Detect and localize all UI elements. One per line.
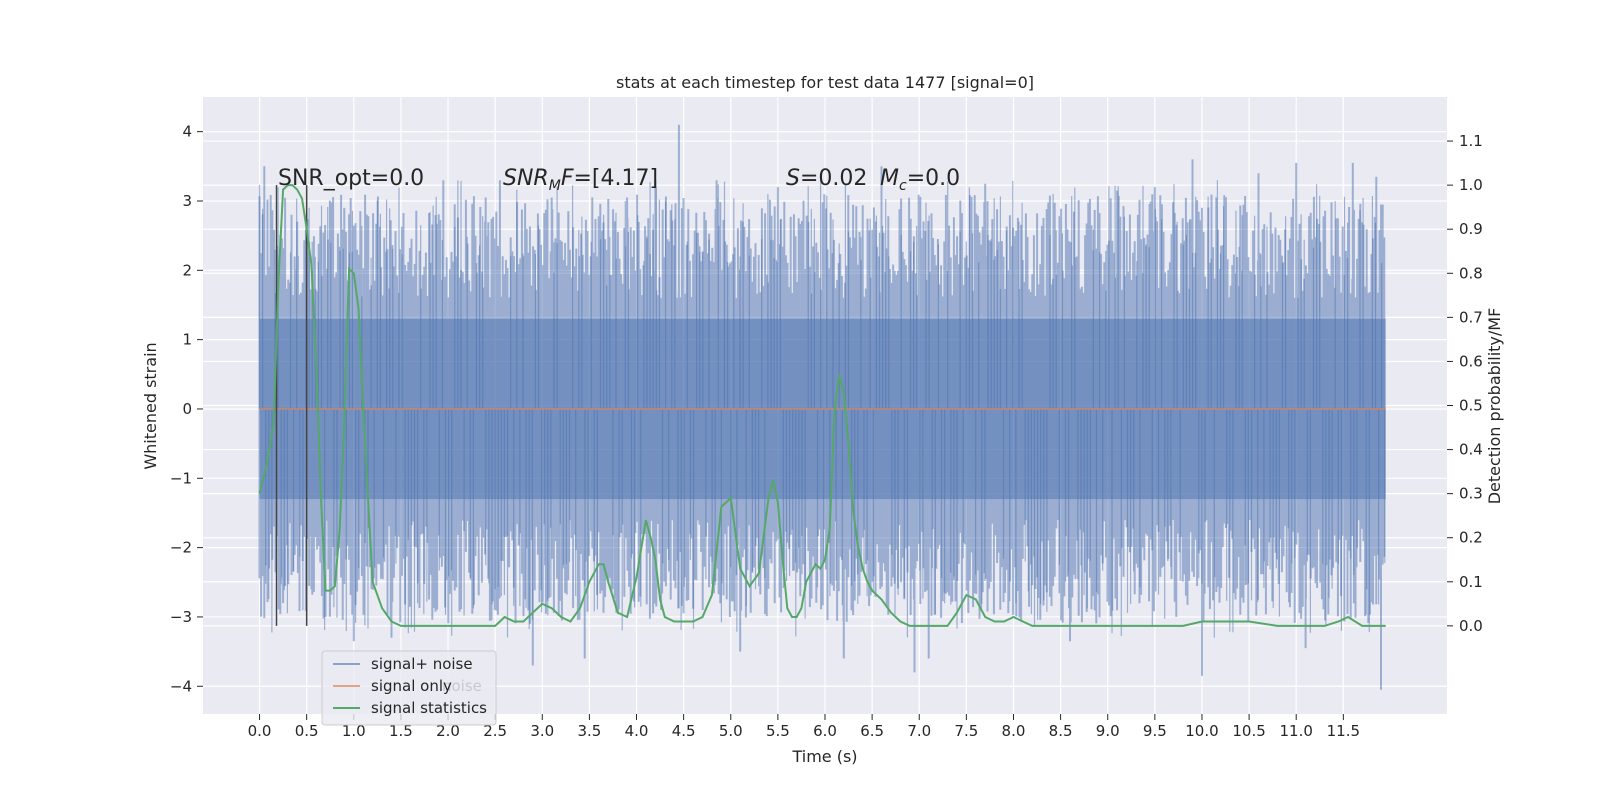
y-right-tick-label: 0.5 <box>1459 397 1483 415</box>
annotation-snr-mf: SNRMF=[4.17] <box>503 166 658 194</box>
y-right-tick-label: 0.4 <box>1459 441 1483 459</box>
y-right-tick-label: 0.3 <box>1459 485 1483 503</box>
y-right-tick-label: 0.6 <box>1459 352 1483 370</box>
x-tick-label: 0.0 <box>248 722 272 740</box>
y-tick-label: 0 <box>182 400 192 418</box>
x-tick-label: 6.5 <box>860 722 884 740</box>
legend-label-signal-noise: signal+ noise <box>371 655 473 673</box>
vertical-markers <box>275 185 308 626</box>
x-tick-label: 3.5 <box>577 722 601 740</box>
x-axis-label: Time (s) <box>791 747 857 766</box>
x-tick-label: 0.5 <box>295 722 319 740</box>
x-tick-label: 4.5 <box>672 722 696 740</box>
x-tick-label: 1.5 <box>389 722 413 740</box>
y-tick-label: 4 <box>182 123 192 141</box>
x-tick-label: 9.0 <box>1096 722 1120 740</box>
y-right-axis-ticks: 1.1 1.0 0.9 0.8 0.7 0.6 0.5 0.4 0.3 0.2 0.1 0.0 <box>1447 132 1483 635</box>
x-tick-label: 11.5 <box>1327 722 1360 740</box>
x-tick-label: 8.5 <box>1049 722 1073 740</box>
x-tick-label: 4.0 <box>625 722 649 740</box>
x-axis-ticks: 0.0 0.5 1.0 1.5 2.0 2.5 3.0 3.5 4.0 4.5 5.0 5.5 6.0 6… <box>248 714 1360 740</box>
y-tick-label: −4 <box>170 677 192 695</box>
legend-ghost-text: noise <box>442 677 482 695</box>
x-tick-label: 10.5 <box>1232 722 1265 740</box>
legend-box <box>321 650 497 726</box>
y-right-tick-label: 0.0 <box>1459 617 1483 635</box>
x-tick-label: 2.5 <box>483 722 507 740</box>
annotation-snr-mf-value: =[4.17] <box>573 166 658 191</box>
annotation-s-value-text: =0.02 <box>800 166 867 191</box>
y-tick-label: −2 <box>170 539 192 557</box>
x-tick-label: 5.0 <box>719 722 743 740</box>
legend-label-signal-only: signal only <box>371 677 452 695</box>
y-right-axis-label: Detection probability/MF <box>1485 308 1504 505</box>
y-right-tick-label: 0.9 <box>1459 220 1483 238</box>
noise-fine-trace <box>258 180 1386 638</box>
annotation-snr-opt: SNR_opt=0.0 <box>278 166 424 191</box>
signal-statistics-line <box>258 184 1386 627</box>
y-tick-label: 1 <box>182 331 192 349</box>
legend-label-signal-statistics: signal statistics <box>371 699 487 717</box>
x-tick-label: 1.0 <box>342 722 366 740</box>
y-axis-label: Whitened strain <box>141 342 160 469</box>
y-right-tick-label: 0.7 <box>1459 308 1483 326</box>
annotation-mc-value-text: =0.0 <box>907 166 960 191</box>
x-tick-label: 9.5 <box>1143 722 1167 740</box>
legend: noise signal+ noise signal only signal s… <box>321 650 497 726</box>
y-tick-label: 3 <box>182 192 192 210</box>
x-tick-label: 11.0 <box>1280 722 1313 740</box>
y-right-tick-label: 1.0 <box>1459 176 1483 194</box>
y-tick-label: 2 <box>182 261 192 279</box>
y-axis-ticks: 4 3 2 1 0 −1 −2 −3 −4 <box>170 123 203 695</box>
chart-title: stats at each timestep for test data 147… <box>616 73 1034 92</box>
x-tick-label: 2.0 <box>436 722 460 740</box>
y-right-tick-label: 1.1 <box>1459 132 1483 150</box>
annotation-s-value: S=0.02 <box>786 166 867 191</box>
x-tick-label: 8.0 <box>1002 722 1026 740</box>
x-tick-label: 6.0 <box>813 722 837 740</box>
x-tick-label: 5.5 <box>766 722 790 740</box>
x-tick-label: 7.0 <box>907 722 931 740</box>
y-right-tick-label: 0.2 <box>1459 529 1483 547</box>
y-right-tick-label: 0.8 <box>1459 264 1483 282</box>
x-tick-label: 10.0 <box>1185 722 1218 740</box>
y-right-tick-label: 0.1 <box>1459 573 1483 591</box>
x-tick-label: 7.5 <box>954 722 978 740</box>
y-tick-label: −3 <box>170 608 192 626</box>
y-tick-label: −1 <box>170 469 192 487</box>
x-tick-label: 3.0 <box>530 722 554 740</box>
annotation-mc-value: Mc=0.0 <box>880 166 960 194</box>
